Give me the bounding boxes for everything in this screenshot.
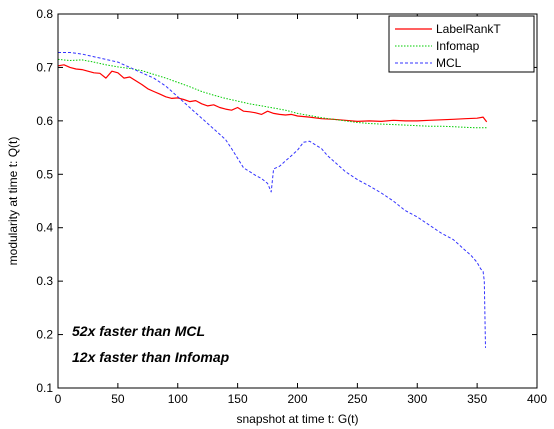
annotation-mcl-speedup: 52x faster than MCL xyxy=(72,323,205,339)
x-tick-label: 0 xyxy=(55,392,62,406)
tick-layer: 0 50 100 150 200 250 300 350 400 0.1 0.2 0.3 0.4 0.5 0… xyxy=(36,7,547,406)
legend: LabelRankT Infomap MCL xyxy=(388,15,535,73)
legend-label-labelrankt: LabelRankT xyxy=(436,22,501,36)
annotation-infomap-speedup: 12x faster than Infomap xyxy=(72,349,230,365)
y-tick-label: 0.3 xyxy=(36,274,53,288)
y-tick-label: 0.8 xyxy=(36,7,53,21)
x-tick-label: 250 xyxy=(347,392,367,406)
y-tick-label: 0.5 xyxy=(36,167,53,181)
y-axis-label: modularity at time t: Q(t) xyxy=(6,137,20,266)
legend-label-mcl: MCL xyxy=(436,56,462,70)
x-tick-label: 350 xyxy=(467,392,487,406)
legend-label-infomap: Infomap xyxy=(436,39,480,53)
series-line-infomap xyxy=(57,58,487,129)
x-tick-label: 100 xyxy=(168,392,188,406)
y-tick-label: 0.1 xyxy=(36,381,53,395)
x-tick-label: 400 xyxy=(527,392,547,406)
series-line-labelrankt xyxy=(57,64,488,123)
y-tick-label: 0.6 xyxy=(36,114,53,128)
x-axis-label: snapshot at time t: G(t) xyxy=(236,412,358,426)
x-tick-label: 50 xyxy=(111,392,125,406)
x-tick-label: 150 xyxy=(228,392,248,406)
y-tick-label: 0.7 xyxy=(36,60,53,74)
series-line-mcl xyxy=(58,52,486,348)
x-tick-label: 200 xyxy=(287,392,307,406)
legend-box xyxy=(388,15,535,73)
y-tick-label: 0.2 xyxy=(36,328,53,342)
plot-area xyxy=(58,14,537,388)
y-tick-label: 0.4 xyxy=(36,221,53,235)
series-layer xyxy=(57,52,488,348)
x-tick-label: 300 xyxy=(407,392,427,406)
